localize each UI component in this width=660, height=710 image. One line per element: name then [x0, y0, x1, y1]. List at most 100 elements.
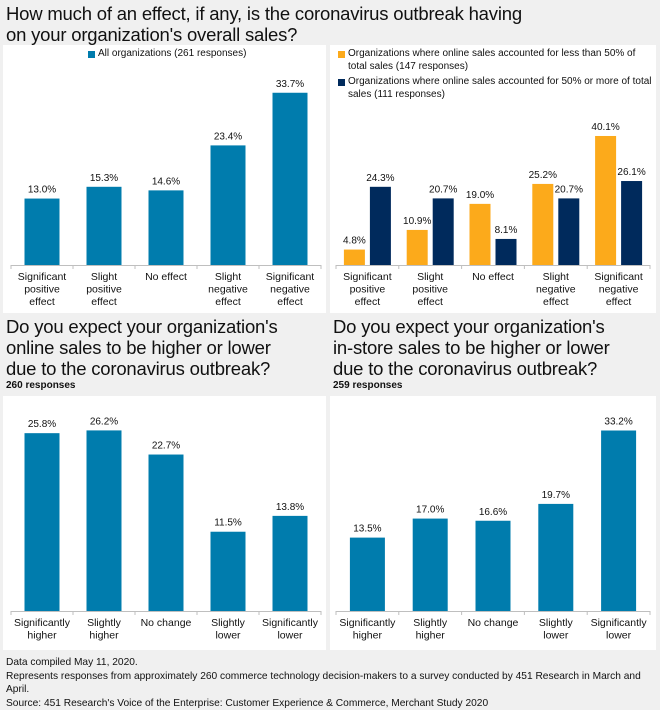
bar — [370, 187, 391, 265]
bar — [211, 532, 246, 611]
bar — [87, 187, 122, 265]
bar — [273, 516, 308, 611]
bar — [413, 519, 448, 611]
data-label: 40.1% — [591, 122, 619, 133]
bar — [433, 198, 454, 265]
bar — [344, 250, 365, 265]
data-label: 10.9% — [403, 216, 431, 227]
instore-title-line2: in-store sales to be higher or lower — [333, 337, 610, 358]
data-label: 26.2% — [90, 416, 118, 427]
data-label: 16.6% — [479, 507, 507, 518]
legend-item-less50: Organizations where online sales account… — [338, 48, 653, 73]
bar — [601, 431, 636, 611]
data-label: 4.8% — [343, 236, 366, 247]
legend-item-all: All organizations (261 responses) — [88, 48, 246, 61]
data-label: 24.3% — [366, 173, 394, 184]
data-label: 33.7% — [276, 79, 304, 90]
online-title-line2: online sales to be higher or lower — [6, 337, 278, 358]
bar — [470, 204, 491, 265]
category-label: No effect — [472, 271, 514, 283]
data-label: 14.6% — [152, 176, 180, 187]
category-label: No effect — [145, 271, 187, 283]
data-label: 20.7% — [555, 184, 583, 195]
data-label: 25.8% — [28, 419, 56, 430]
legend-label-all: All organizations (261 responses) — [98, 48, 246, 61]
data-label: 25.2% — [529, 170, 557, 181]
bar — [87, 430, 122, 611]
bar — [558, 198, 579, 265]
data-label: 11.5% — [214, 518, 242, 529]
instore-title-line1: Do you expect your organization's — [333, 316, 610, 337]
data-label: 19.7% — [542, 490, 570, 501]
data-label: 17.0% — [416, 505, 444, 516]
instore-responses-count: 259 responses — [333, 380, 403, 391]
online-title-line3: due to the coronavirus outbreak? — [6, 358, 278, 379]
data-label: 8.1% — [495, 225, 518, 236]
legend-split: Organizations where online sales account… — [338, 48, 653, 101]
data-label: 23.4% — [214, 131, 242, 142]
bar — [350, 538, 385, 611]
instore-title-line3: due to the coronavirus outbreak? — [333, 358, 610, 379]
bar — [25, 199, 60, 265]
data-label: 20.7% — [429, 184, 457, 195]
data-label: 19.0% — [466, 190, 494, 201]
overall-title-line1: How much of an effect, if any, is the co… — [6, 3, 522, 24]
legend-swatch-less50 — [338, 51, 345, 58]
legend-swatch-more50 — [338, 79, 345, 86]
footer-date: Data compiled May 11, 2020. — [6, 656, 660, 670]
footer-source: Source: 451 Research's Voice of the Ente… — [6, 697, 660, 710]
online-title-line1: Do you expect your organization's — [6, 316, 278, 337]
online-responses-count: 260 responses — [6, 380, 76, 391]
legend-item-more50: Organizations where online sales account… — [338, 76, 653, 101]
bar — [149, 455, 184, 611]
category-label: No change — [141, 617, 192, 629]
online-sales-title: Do you expect your organization's online… — [6, 316, 278, 379]
category-label: No change — [468, 617, 519, 629]
bar — [538, 504, 573, 611]
data-label: 15.3% — [90, 173, 118, 184]
data-label: 13.8% — [276, 502, 304, 513]
footer-methodology: Represents responses from approximately … — [6, 670, 660, 697]
bar — [407, 230, 428, 265]
bar — [25, 433, 60, 611]
data-label: 26.1% — [617, 167, 645, 178]
instore-sales-title: Do you expect your organization's in-sto… — [333, 316, 610, 379]
overall-sales-chart-panel: All organizations (261 responses) 13.0% S… — [3, 45, 326, 313]
legend-swatch-all — [88, 51, 95, 58]
bar — [476, 521, 511, 611]
legend-label-more50: Organizations where online sales account… — [348, 76, 653, 101]
overall-sales-by-online-share-panel: Organizations where online sales account… — [330, 45, 656, 313]
bar — [532, 184, 553, 265]
data-label: 22.7% — [152, 441, 180, 452]
bar — [595, 136, 616, 265]
bar — [621, 181, 642, 265]
overall-sales-title: How much of an effect, if any, is the co… — [6, 3, 522, 45]
legend-all: All organizations (261 responses) — [88, 48, 246, 61]
footer-notes: Data compiled May 11, 2020. Represents r… — [6, 656, 660, 710]
bar — [149, 190, 184, 265]
legend-label-less50: Organizations where online sales account… — [348, 48, 653, 73]
data-label: 13.5% — [353, 524, 381, 535]
data-label: 13.0% — [28, 185, 56, 196]
data-label: 33.2% — [604, 417, 632, 428]
bar — [496, 239, 517, 265]
